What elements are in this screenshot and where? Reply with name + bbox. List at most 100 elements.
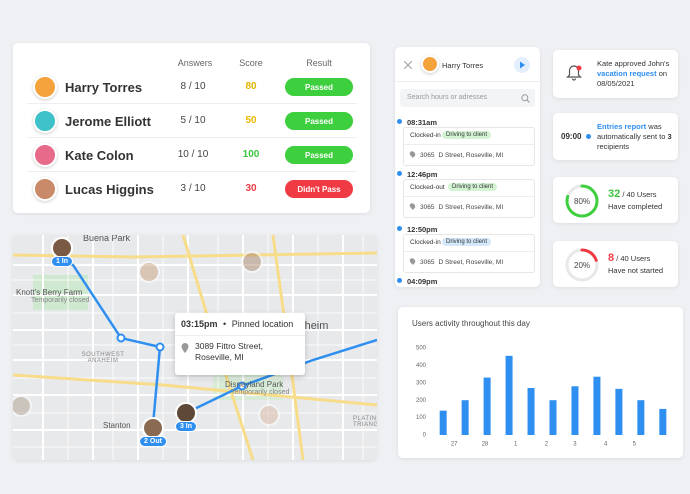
chart-title: Users activity throughout this day <box>412 319 530 328</box>
x-tick-label: 2 <box>545 442 549 448</box>
not-started-card: 20% 8 / 40 Users Have not started <box>553 241 678 287</box>
donut-label: 20% <box>574 261 590 270</box>
divider <box>395 81 540 82</box>
address-number: 3065 <box>420 204 435 211</box>
table-row: Kate Colon 10 / 10 100 Passed <box>27 139 357 172</box>
dot <box>586 134 591 139</box>
name: Jerome Elliott <box>65 114 151 129</box>
search-placeholder: Search hours or adresses <box>407 94 488 101</box>
address: 3065 D Street, Roseville, MI <box>420 259 507 266</box>
address-street: D Street, Roseville, MI <box>438 204 504 211</box>
marker-avatar <box>142 417 164 439</box>
caption: Have completed <box>608 202 663 211</box>
text: on 08/05/2021 <box>597 69 668 88</box>
completed-card: 80% 32 / 40 Users Have completed <box>553 177 678 223</box>
bell-icon <box>566 65 582 81</box>
x-tick-label: 28 <box>482 442 489 448</box>
route-point <box>237 381 247 391</box>
place-label: Temporarily closed <box>231 389 290 396</box>
divider <box>175 335 305 336</box>
avatar <box>33 143 57 167</box>
popup: 03:15pm • Pinned location 3089 Fittro St… <box>175 313 305 375</box>
text: was automatically sent to <box>597 122 666 141</box>
avatar <box>33 109 57 133</box>
place-label: Disneyland Park <box>225 380 284 389</box>
status: Clocked-out <box>410 184 445 191</box>
place-label: SOUTHWEST ANAHEIM <box>81 352 125 364</box>
tag: Driving to client <box>442 238 492 246</box>
result-badge: Passed <box>285 146 353 164</box>
table-row: Jerome Elliott 5 / 10 50 Passed <box>27 105 357 138</box>
close-icon[interactable] <box>404 61 412 69</box>
result-badge: Passed <box>285 78 353 96</box>
y-tick-label: 500 <box>416 346 427 352</box>
dot <box>397 278 402 283</box>
tag: Driving to client <box>448 183 498 191</box>
marker-label: 1 In <box>50 256 74 267</box>
stat: 8 / 40 Users <box>608 253 650 264</box>
popup-separator: • <box>223 319 227 329</box>
time: 12:46pm <box>407 170 438 179</box>
y-tick-label: 200 <box>416 398 427 404</box>
x-tick-label: 3 <box>573 442 577 448</box>
address-number: 3065 <box>420 152 435 159</box>
route-point <box>155 342 165 352</box>
donut: 20% <box>565 248 599 282</box>
tag: Driving to client <box>442 131 492 139</box>
text: recipients <box>597 142 630 151</box>
user-name: Harry Torres <box>442 61 484 70</box>
name: Lucas Higgins <box>65 182 154 197</box>
play-button[interactable] <box>514 57 530 73</box>
result-badge: Didn't Pass <box>285 180 353 198</box>
timeline-card: Harry Torres Search hours or adresses 08… <box>395 47 540 287</box>
dot <box>397 171 402 176</box>
place-label: Stanton <box>103 421 131 430</box>
place-label: PLATINUM TRIANGLE <box>353 416 377 428</box>
address-number: 3065 <box>420 259 435 266</box>
donut: 80% <box>565 184 599 218</box>
pin-icon <box>181 343 189 353</box>
entry: Clocked-in Driving to client 3065 D Street,… <box>403 234 535 273</box>
divider <box>404 251 534 252</box>
y-tick-label: 0 <box>423 433 427 439</box>
bar <box>527 388 535 435</box>
x-tick-label: 4 <box>604 442 608 448</box>
bar <box>461 400 469 435</box>
bar <box>571 386 579 435</box>
place-label: Buena Park <box>83 235 131 243</box>
result-badge: Passed <box>285 112 353 130</box>
popup-label: Pinned location <box>231 319 294 329</box>
marker-label: 2 Out <box>139 436 167 447</box>
link[interactable]: Entries report <box>597 122 647 131</box>
report-card: 09:00 Entries report was automatically s… <box>553 113 678 160</box>
results-card: Answers Score Result Harry Torres 8 / 10 8… <box>13 43 370 213</box>
bar <box>593 376 601 435</box>
marker-avatar <box>175 402 197 424</box>
header: Result <box>306 58 332 68</box>
y-tick-label: 400 <box>416 363 427 369</box>
search-box[interactable]: Search hours or adresses <box>400 89 535 107</box>
route-point <box>116 333 126 343</box>
divider <box>404 196 534 197</box>
approval-card: Kate approved John's vacation request on… <box>553 50 678 98</box>
x-tick-label: 27 <box>451 442 458 448</box>
status: Clocked-in <box>410 132 441 139</box>
donut-arc <box>580 248 598 262</box>
x-tick-label: 1 <box>514 442 518 448</box>
entry: Clocked-out Driving to client 3065 D Street… <box>403 179 535 218</box>
x-tick-label: 5 <box>633 442 637 448</box>
report-time: 09:00 <box>561 132 582 141</box>
y-tick-label: 100 <box>416 415 427 421</box>
bar <box>615 388 623 435</box>
dot <box>397 119 402 124</box>
name: Kate Colon <box>65 148 134 163</box>
faded-avatars <box>13 251 280 426</box>
caption: Have not started <box>608 266 664 275</box>
marker-label: 3 In <box>174 421 198 432</box>
time: 04:09pm <box>407 277 438 286</box>
total: / 40 Users <box>616 254 651 263</box>
time: 12:50pm <box>407 225 438 234</box>
bar <box>505 355 513 435</box>
link[interactable]: vacation request <box>597 69 657 78</box>
